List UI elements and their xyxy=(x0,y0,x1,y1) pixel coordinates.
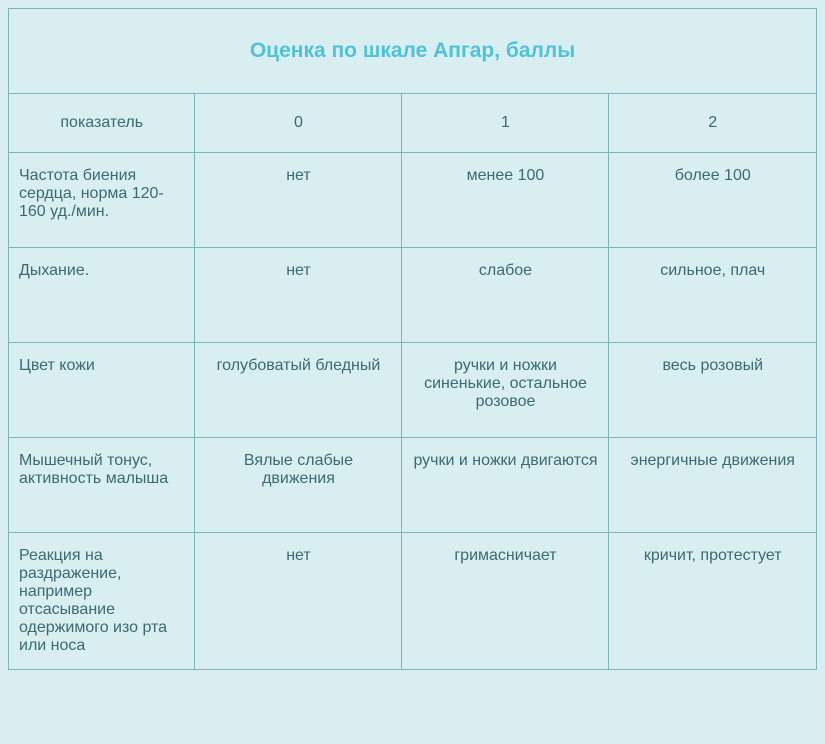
table-row: Цвет кожи голубоватый бледный ручки и но… xyxy=(9,343,816,438)
row-val-2: энергичные движения xyxy=(609,438,816,533)
col-header-indicator: показатель xyxy=(9,94,195,153)
row-val-0: нет xyxy=(195,153,402,248)
row-val-2: более 100 xyxy=(609,153,816,248)
row-label: Реакция на раздражение, например отсасыв… xyxy=(9,533,195,670)
col-header-score-1: 1 xyxy=(402,94,609,153)
table-title: Оценка по шкале Апгар, баллы xyxy=(250,39,575,62)
row-label: Частота биения сердца, норма 120-160 уд.… xyxy=(9,153,195,248)
col-header-score-2: 2 xyxy=(609,94,816,153)
row-val-1: гримасничает xyxy=(402,533,609,670)
apgar-table-container: Оценка по шкале Апгар, баллы показатель … xyxy=(8,8,817,670)
row-val-0: нет xyxy=(195,248,402,343)
row-val-0: Вялые слабые движения xyxy=(195,438,402,533)
row-val-1: слабое xyxy=(402,248,609,343)
row-label: Мышечный тонус, активность малыша xyxy=(9,438,195,533)
row-val-2: весь розовый xyxy=(609,343,816,438)
table-header-row: показатель 0 1 2 xyxy=(9,94,816,153)
table-row: Реакция на раздражение, например отсасыв… xyxy=(9,533,816,670)
table-title-cell: Оценка по шкале Апгар, баллы xyxy=(9,9,816,94)
row-val-0: голубоватый бледный xyxy=(195,343,402,438)
row-val-2: сильное, плач xyxy=(609,248,816,343)
row-val-1: ручки и ножки синенькие, остальное розов… xyxy=(402,343,609,438)
apgar-table: показатель 0 1 2 Частота биения сердца, … xyxy=(9,94,816,669)
table-row: Мышечный тонус, активность малыша Вялые … xyxy=(9,438,816,533)
table-row: Частота биения сердца, норма 120-160 уд.… xyxy=(9,153,816,248)
col-header-score-0: 0 xyxy=(195,94,402,153)
table-row: Дыхание. нет слабое сильное, плач xyxy=(9,248,816,343)
row-val-1: ручки и ножки двигаются xyxy=(402,438,609,533)
row-label: Дыхание. xyxy=(9,248,195,343)
row-val-2: кричит, протестует xyxy=(609,533,816,670)
row-val-0: нет xyxy=(195,533,402,670)
row-label: Цвет кожи xyxy=(9,343,195,438)
row-val-1: менее 100 xyxy=(402,153,609,248)
